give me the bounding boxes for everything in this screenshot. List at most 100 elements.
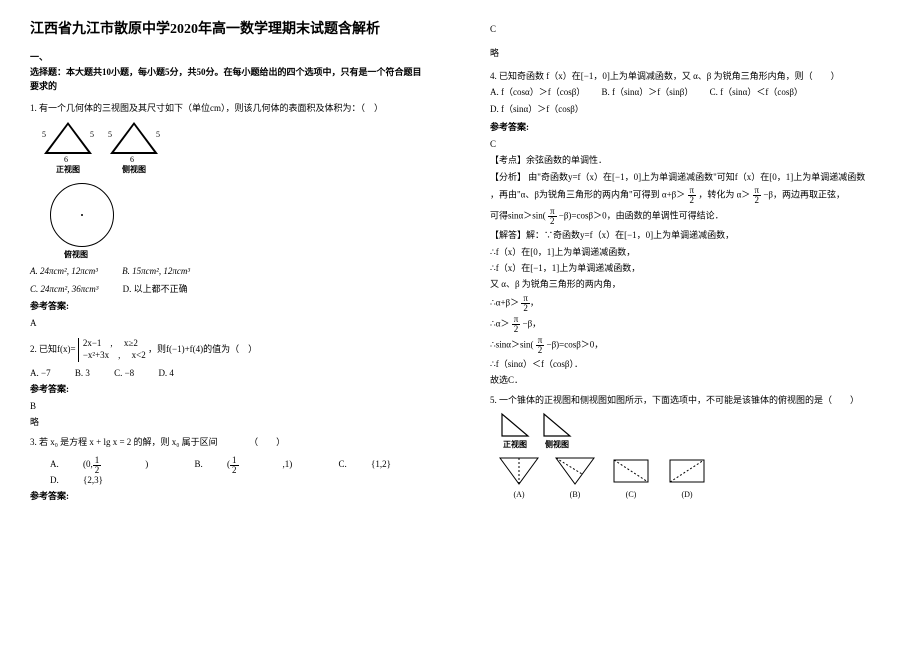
q4-s7: ∴f（sinα）＜f（cosβ）． (490, 357, 890, 371)
q1-top-label: 俯视图 (64, 249, 430, 260)
q1-tri-front: 5 5 6 正视图 (44, 122, 92, 175)
q1-tri-side-a: 5 (42, 130, 46, 139)
q4-analysis3-line: 可得sinα＞sin( π2 −β)=cosβ＞0，由函数的单调性可得结论． (490, 207, 890, 226)
q2-optD: D. 4 (158, 368, 174, 378)
q4-analysis3: 可得sinα＞sin( (490, 211, 546, 221)
q5-views: 正视图 侧视图 (500, 412, 890, 450)
q1-optB: B. 15πcm², 12πcm³ (122, 266, 190, 276)
q1-optA: A. 24πcm², 12πcm³ (30, 266, 98, 276)
q5-front-label: 正视图 (500, 439, 530, 450)
q5-side-label: 侧视图 (542, 439, 572, 450)
q4-s8: 故选C． (490, 373, 890, 387)
q1-tri-side-c2: 6 (130, 155, 134, 164)
q1-optD: D. 以上都不正确 (123, 284, 188, 294)
pi-half-5: π2 (512, 315, 521, 334)
q5-optB: (B) (552, 490, 598, 499)
q1-opts-row1: A. 24πcm², 12πcm³ B. 15πcm², 12πcm³ (30, 266, 430, 276)
q1-opts-row2: C. 24πcm², 36πcm³ D. 以上都不正确 (30, 282, 430, 295)
q4-s5: ∴α＞ (490, 318, 509, 328)
q1-ans-label: 参考答案: (30, 299, 430, 312)
q3-optB-l: B. (195, 459, 203, 469)
q2-ans: B (30, 399, 430, 413)
q4-s4: ∴α+β＞ (490, 297, 519, 307)
q3-ans-label: 参考答案: (30, 489, 430, 502)
pi-half-1: π2 (688, 186, 697, 205)
q2-optA: A. −7 (30, 368, 51, 378)
q2-opts: A. −7 B. 3 C. −8 D. 4 (30, 368, 430, 378)
q3-optB: B. (12,1) (195, 459, 317, 469)
q5-optC: (C) (608, 490, 654, 499)
q4-s1: ∴f（x）在[0，1]上为单调递减函数， (490, 245, 890, 259)
q4-s6b: −β)=cosβ＞0， (547, 339, 604, 349)
q5-optB-shape: (B) (552, 454, 598, 499)
q1-triangles: 5 5 6 正视图 5 5 6 侧视图 (44, 122, 430, 175)
q3-optA-int: (0,12) (83, 459, 148, 469)
q3-optD-l: D. (50, 475, 59, 485)
q4-s4-line: ∴α+β＞ π2， (490, 294, 890, 313)
q1-circle (50, 183, 114, 247)
q3-optB-int: (12,1) (227, 459, 292, 469)
q1-circle-box: 俯视图 (50, 183, 430, 260)
q4-s3: 又 α、β 为锐角三角形的两内角， (490, 277, 890, 291)
q3-ans: C (490, 22, 890, 36)
pi-half-2: π2 (753, 186, 762, 205)
q5-text: 5. 一个锥体的正视图和侧视图如图所示，下面选项中，不可能是该锥体的俯视图的是（… (490, 393, 890, 407)
q2-ans-label: 参考答案: (30, 382, 430, 395)
q3-optD-int: {2,3} (83, 475, 103, 485)
q4-text: 4. 已知奇函数 f（x）在[−1，0]上为单调减函数，又 α、β 为锐角三角形… (490, 69, 890, 83)
q2-prefix: 2. 已知f(x)= (30, 344, 76, 354)
q1-tri-side-b2: 5 (156, 130, 160, 139)
q5-options: (A) (B) (C) (D) (496, 454, 890, 499)
q1-tri-side-a2: 5 (108, 130, 112, 139)
q4-solve-label: 【解答】解：∵奇函数y=f（x）在[−1，0]上为单调递减函数， (490, 228, 890, 242)
q5-front: 正视图 (500, 412, 530, 450)
q2-suffix: ，则f(−1)+f(4)的值为（ ） (148, 344, 257, 354)
q2-piecewise: 2x−1 , x≥2 −x²+3x , x<2 (78, 338, 146, 361)
q5-optC-shape: (C) (608, 454, 654, 499)
q1-tri-side: 5 5 6 侧视图 (110, 122, 158, 175)
q5-optA: (A) (496, 490, 542, 499)
q3-note: 略 (490, 46, 890, 60)
q4-analysis: 【分析】 由"奇函数y=f（x）在[−1，0]上为单调递减函数"可知f（x）在[… (490, 170, 890, 184)
q4-optC: C. f（sinα）＜f（cosβ） (710, 87, 803, 97)
q1-ans: A (30, 316, 430, 330)
q1-front-label: 正视图 (44, 164, 92, 175)
q3-optC-l: C. (339, 459, 347, 469)
page-title: 江西省九江市散原中学2020年高一数学理期末试题含解析 (30, 20, 430, 40)
q2-p2: −x²+3x , x<2 (83, 350, 146, 362)
q5-optD: (D) (664, 490, 710, 499)
q4-opts1: A. f（cosα）＞f（cosβ） B. f（sinα）＞f（sinβ） C.… (490, 85, 890, 99)
q4-opts2: D. f（sinα）＞f（cosβ） (490, 102, 890, 116)
q2-optC: C. −8 (114, 368, 134, 378)
q3-optD: D. {2,3} (50, 475, 125, 485)
q4-analysis3b: −β)=cosβ＞0，由函数的单调性可得结论． (559, 211, 724, 221)
q4-analysis2b: ，转化为 α＞ (698, 190, 750, 200)
pi-half-4: π2 (521, 294, 530, 313)
q4-analysis1: 由"奇函数y=f（x）在[−1，0]上为单调递减函数"可知f（x）在[0，1]上… (528, 172, 865, 182)
q3-text: 3. 若 x₀ 是方程 x + lg x = 2 的解，则 x₀ 属于区间 （ … (30, 435, 430, 449)
q4-s6: ∴sinα＞sin( (490, 339, 533, 349)
q4-ans: C (490, 137, 890, 151)
q3-opts: A. (0,12) B. (12,1) C. {1,2} D. {2,3} (50, 456, 430, 485)
q4-point: 【考点】余弦函数的单调性． (490, 153, 890, 167)
q4-optB: B. f（sinα）＞f（sinβ） (602, 87, 694, 97)
q4-s6-line: ∴sinα＞sin( π2 −β)=cosβ＞0， (490, 336, 890, 355)
q4-analysis2: ，再由"α、β为锐角三角形的两内角"可得到 α+β＞ (490, 190, 685, 200)
q4-analysis2-line: ，再由"α、β为锐角三角形的两内角"可得到 α+β＞ π2 ，转化为 α＞ π2… (490, 186, 890, 205)
q4-analysis-label: 【分析】 (490, 172, 526, 182)
q1-optC: C. 24πcm², 36πcm³ (30, 284, 98, 294)
q4-s2: ∴f（x）在[−1，1]上为单调递减函数， (490, 261, 890, 275)
q5-optA-shape: (A) (496, 454, 542, 499)
q1-text: 1. 有一个几何体的三视图及其尺寸如下（单位cm），则该几何体的表面积及体积为：… (30, 101, 430, 115)
q5-side: 侧视图 (542, 412, 572, 450)
section-one-desc: 选择题：本大题共10小题，每小题5分，共50分。在每小题给出的四个选项中，只有是… (30, 65, 430, 94)
section-one-num: 一、 (30, 52, 48, 62)
q4-s5b: −β， (523, 318, 542, 328)
q4-optD: D. f（sinα）＞f（cosβ） (490, 104, 584, 114)
q4-optA: A. f（cosα）＞f（cosβ） (490, 87, 585, 97)
q1-side-label: 侧视图 (110, 164, 158, 175)
q2-note: 略 (30, 415, 430, 429)
section-one-head: 一、 (30, 50, 430, 63)
q3-optA: A. (0,12) (50, 459, 173, 469)
q5-optD-shape: (D) (664, 454, 710, 499)
